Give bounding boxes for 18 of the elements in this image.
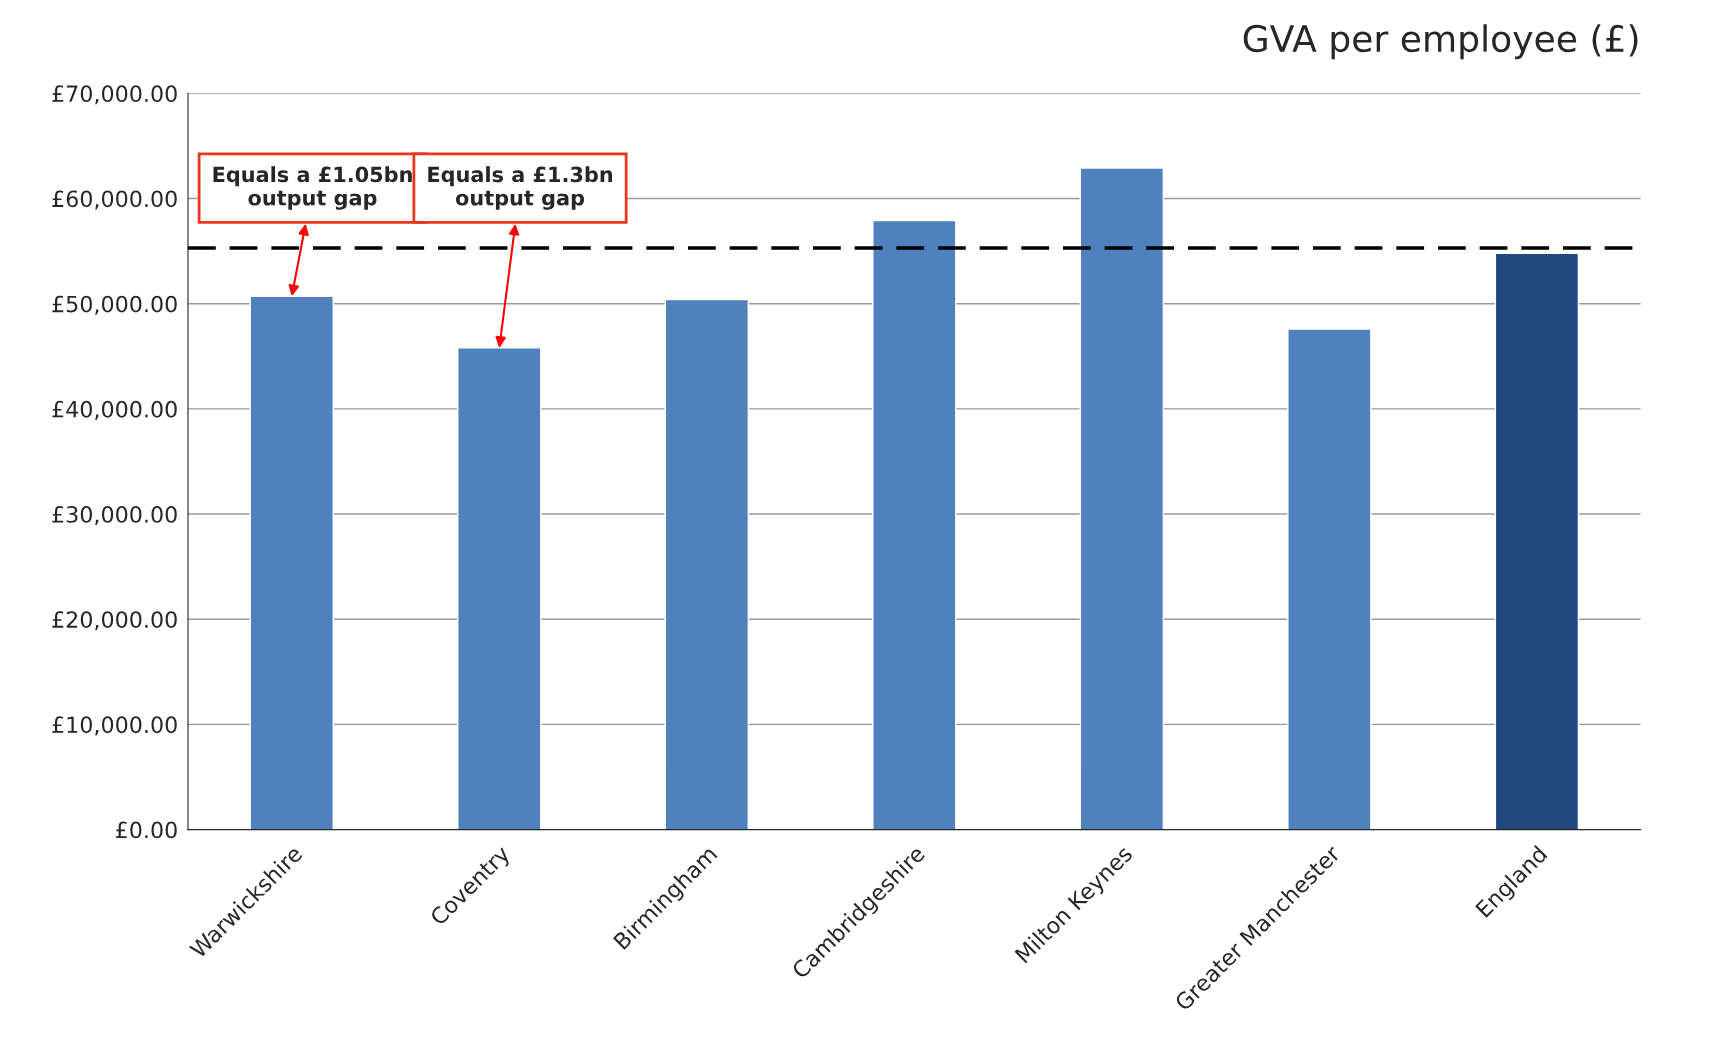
bar: [1079, 167, 1165, 830]
y-tick-label: £50,000.00: [52, 295, 177, 315]
y-tick-label: £70,000.00: [52, 85, 177, 105]
bar: [664, 298, 749, 830]
chart-title: GVA per employee (£): [1243, 24, 1638, 60]
bar: [1287, 328, 1372, 830]
y-tick-label: £20,000.00: [52, 611, 177, 631]
annotation: Equals a £1.05bn output gap: [213, 166, 412, 210]
bar: [872, 219, 957, 830]
y-tick-label: £0.00: [116, 821, 177, 839]
bar: [457, 347, 542, 830]
bar: [249, 295, 334, 830]
bar: [1494, 252, 1580, 830]
y-tick-label: £60,000.00: [52, 190, 177, 210]
y-tick-label: £40,000.00: [52, 400, 177, 420]
annotation: Equals a £1.3bn output gap: [428, 166, 613, 210]
y-tick-label: £10,000.00: [52, 716, 177, 736]
y-tick-label: £30,000.00: [52, 506, 177, 526]
